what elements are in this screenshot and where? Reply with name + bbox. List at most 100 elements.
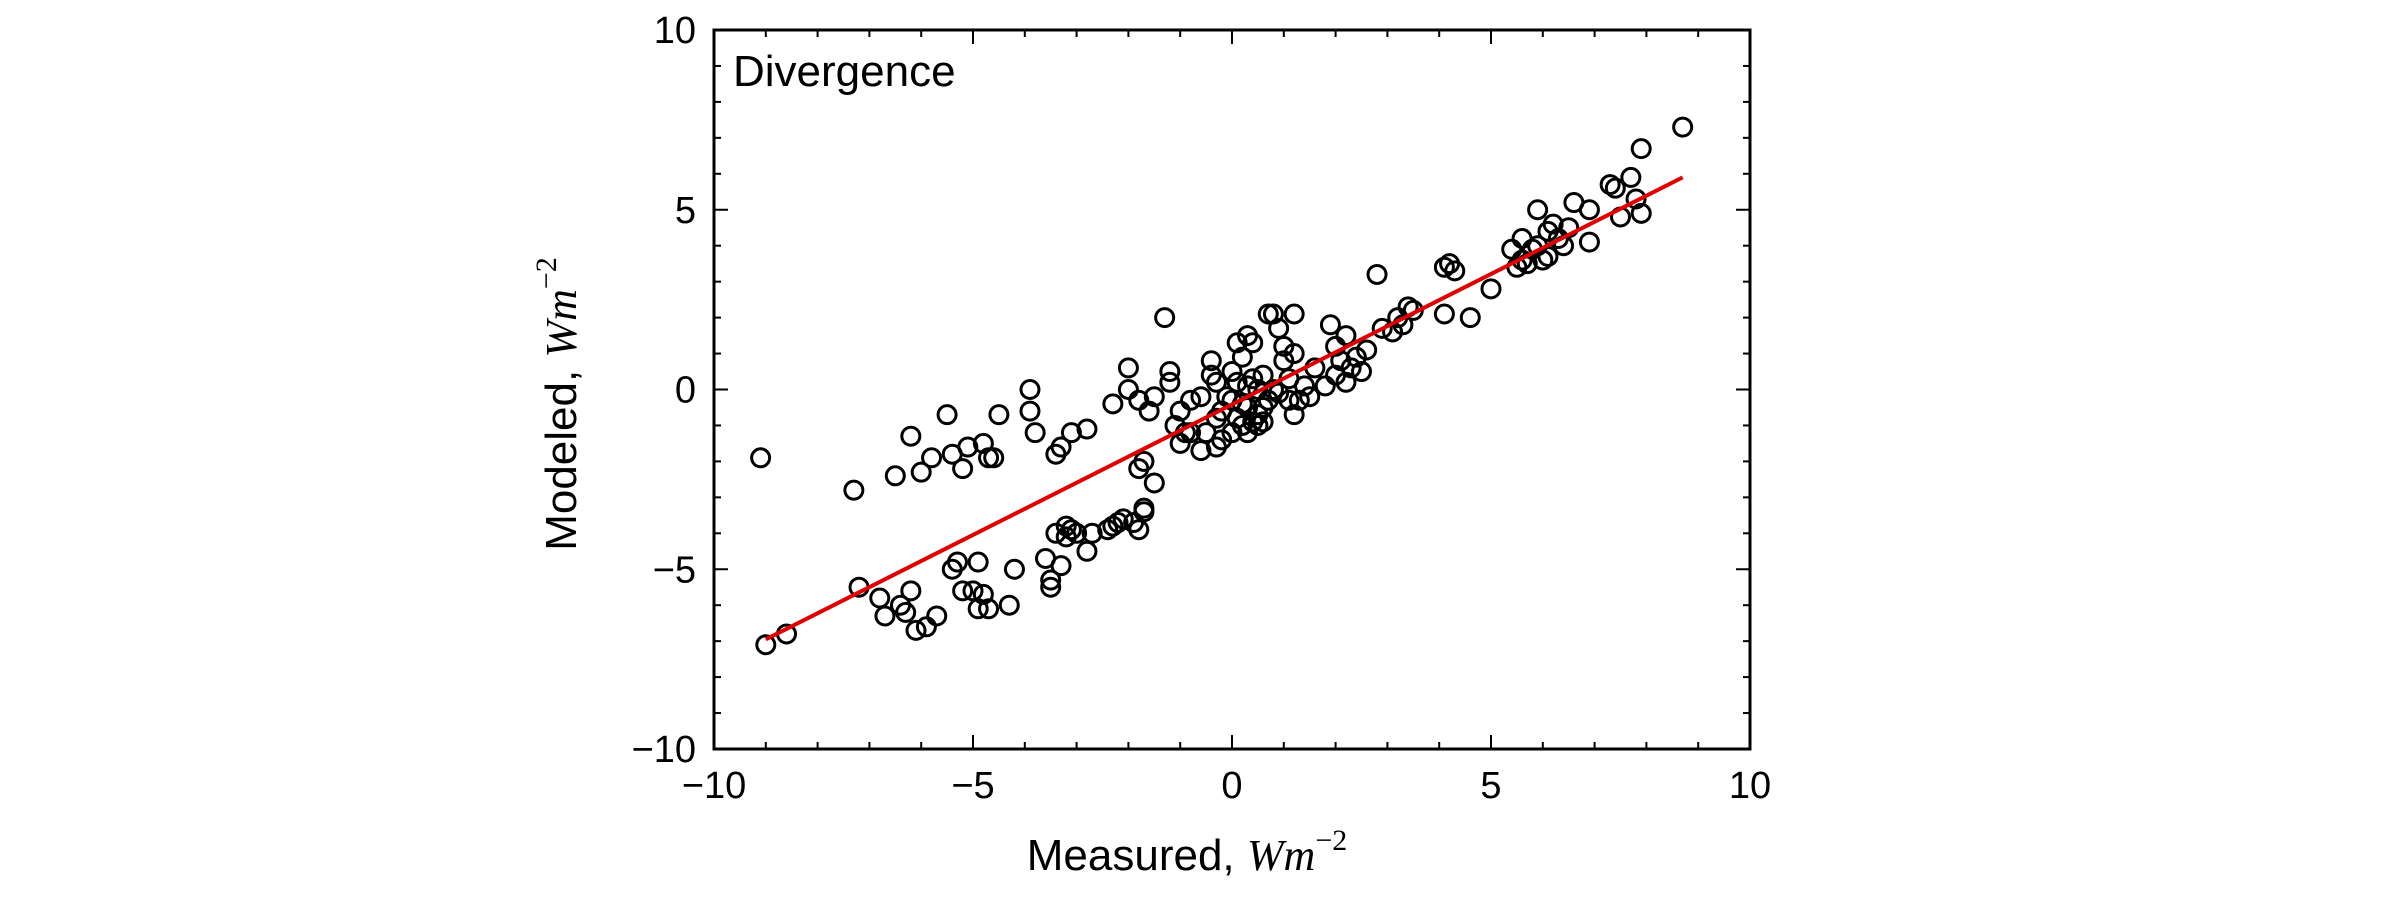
- data-point: [967, 551, 989, 573]
- data-point: [978, 598, 1000, 620]
- data-point: [946, 551, 968, 573]
- data-point: [1024, 422, 1046, 444]
- data-point: [1433, 256, 1455, 278]
- data-point: [1066, 522, 1088, 544]
- data-point: [1019, 379, 1041, 400]
- data-point: [910, 461, 932, 483]
- y-tick-label: 0: [675, 370, 696, 412]
- data-point: [750, 447, 772, 469]
- data-point: [1252, 364, 1274, 386]
- data-point: [1159, 371, 1181, 393]
- data-point: [1335, 325, 1357, 347]
- data-point: [1045, 522, 1067, 544]
- data-point: [1459, 307, 1481, 329]
- data-point: [957, 436, 979, 458]
- data-point: [1019, 400, 1041, 422]
- data-point: [1154, 307, 1176, 329]
- data-point: [1630, 202, 1652, 224]
- data-point: [1252, 411, 1274, 433]
- data-point: [1366, 263, 1388, 285]
- y-tick-label: 10: [654, 10, 696, 52]
- data-point: [755, 634, 777, 656]
- data-point: [1211, 429, 1233, 451]
- x-axis-label-unit: Wm: [1247, 831, 1315, 880]
- data-point: [1480, 278, 1502, 300]
- data-point: [1237, 422, 1259, 444]
- data-point: [1268, 382, 1290, 404]
- data-point: [1040, 576, 1062, 598]
- data-point: [1340, 357, 1362, 379]
- y-tick-label: −5: [653, 549, 696, 591]
- fit-line: [764, 175, 1684, 642]
- data-point: [983, 447, 1005, 469]
- y-tick-label: −10: [632, 729, 696, 771]
- y-axis-label-unit: Wm: [537, 289, 586, 357]
- data-point: [1335, 371, 1357, 393]
- data-point: [1371, 317, 1393, 339]
- y-tick-label: 5: [675, 190, 696, 232]
- data-point: [1169, 432, 1191, 454]
- data-point: [900, 580, 922, 602]
- data-point: [1143, 472, 1165, 494]
- data-point: [1138, 400, 1160, 422]
- y-axis-label-text: Modeled,: [537, 358, 586, 551]
- data-point: [1226, 332, 1248, 354]
- y-axis-label-exponent: −2: [530, 257, 563, 289]
- data-point: [1604, 177, 1626, 199]
- data-point: [921, 447, 943, 469]
- data-point: [1076, 418, 1098, 440]
- data-point: [1226, 371, 1248, 393]
- data-point: [1060, 519, 1082, 541]
- data-point: [1060, 422, 1082, 444]
- x-tick-label: 5: [1480, 765, 1501, 807]
- y-axis-label: Modeled, Wm−2: [530, 257, 586, 551]
- data-point: [1242, 332, 1264, 354]
- tick-labels: −10 −5 0 5 10 −10 −5 0 5 10: [632, 10, 1772, 807]
- data-point: [1133, 497, 1155, 519]
- data-point: [967, 598, 989, 620]
- data-point: [1433, 303, 1455, 325]
- data-point: [1283, 404, 1305, 426]
- data-point: [998, 594, 1020, 616]
- data-point: [905, 619, 927, 641]
- data-point: [1055, 515, 1077, 537]
- data-point: [1117, 357, 1139, 379]
- data-point: [895, 601, 917, 623]
- data-point: [1278, 389, 1300, 411]
- data-point: [972, 432, 994, 454]
- data-point: [1630, 138, 1652, 160]
- x-tick-label: −5: [951, 765, 994, 807]
- data-point: [1190, 386, 1212, 408]
- data-point: [915, 616, 937, 638]
- data-point: [843, 479, 865, 501]
- data-point: [1159, 361, 1181, 383]
- data-point: [1102, 393, 1124, 415]
- x-axis-label-text: Measured,: [1027, 831, 1247, 880]
- data-point: [1169, 400, 1191, 422]
- fit-line-group: [764, 175, 1684, 642]
- data-point: [952, 580, 974, 602]
- data-point: [1050, 436, 1072, 458]
- data-point: [1180, 389, 1202, 411]
- x-axis-label: Measured, Wm−2: [1027, 824, 1347, 880]
- data-point: [1257, 389, 1279, 411]
- data-point: [1542, 213, 1564, 235]
- data-point: [1599, 174, 1621, 196]
- data-point: [1128, 389, 1150, 411]
- data-point: [1299, 386, 1321, 408]
- data-points: [750, 116, 1694, 656]
- data-point: [1351, 361, 1372, 383]
- data-point: [1511, 249, 1533, 271]
- data-point: [1294, 375, 1316, 397]
- data-point: [1117, 379, 1139, 400]
- data-point: [1262, 303, 1284, 325]
- data-point: [884, 465, 906, 487]
- data-point: [1107, 512, 1129, 534]
- data-point: [936, 404, 958, 426]
- data-point: [1081, 522, 1103, 544]
- data-point: [1672, 116, 1694, 138]
- chart-annotation: Divergence: [733, 47, 956, 96]
- data-point: [1273, 335, 1295, 357]
- data-point: [1444, 260, 1466, 282]
